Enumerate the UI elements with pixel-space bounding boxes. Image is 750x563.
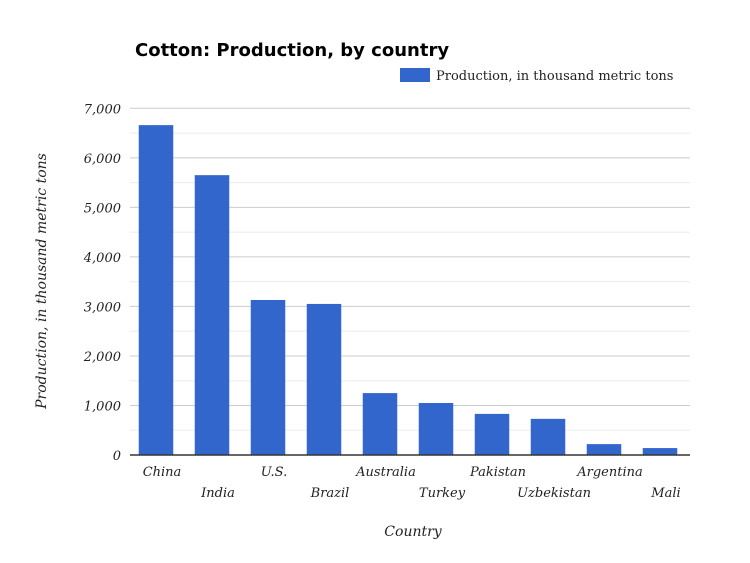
legend-label: Production, in thousand metric tons [436, 69, 673, 84]
bar-mali [642, 448, 678, 455]
y-tick-label: 5,000 [84, 201, 121, 216]
y-tick-label: 7,000 [84, 102, 121, 117]
x-tick-label: U.S. [261, 465, 287, 480]
bar-australia [362, 393, 398, 455]
x-tick-label: Brazil [310, 486, 350, 501]
y-tick-label: 6,000 [84, 152, 121, 167]
x-tick-label: Uzbekistan [517, 486, 591, 501]
x-axis-label: Country [384, 524, 442, 540]
x-tick-label: China [143, 465, 182, 480]
x-tick-label: Argentina [576, 465, 643, 480]
chart-title: Cotton: Production, by country [135, 40, 449, 61]
bar-india [194, 175, 230, 455]
y-tick-label: 2,000 [83, 350, 121, 365]
x-tick-label: India [200, 486, 235, 501]
y-tick-label: 3,000 [84, 300, 121, 315]
x-tick-label: Pakistan [469, 465, 526, 480]
bar-turkey [418, 402, 454, 455]
x-tick-label: Australia [355, 465, 416, 480]
bar-pakistan [474, 413, 510, 455]
y-tick-label: 1,000 [84, 399, 121, 414]
bar-argentina [586, 444, 622, 455]
x-tick-label: Mali [650, 486, 680, 501]
bar-us [250, 299, 286, 455]
y-axis-label: Production, in thousand metric tons [34, 153, 50, 410]
y-tick-label: 4,000 [83, 251, 121, 266]
bar-uzbekistan [530, 418, 566, 455]
y-tick-label: 0 [113, 449, 121, 464]
bar-brazil [306, 303, 342, 455]
x-tick-label: Turkey [419, 486, 466, 501]
legend-swatch [400, 68, 430, 82]
bar-china [138, 125, 174, 456]
